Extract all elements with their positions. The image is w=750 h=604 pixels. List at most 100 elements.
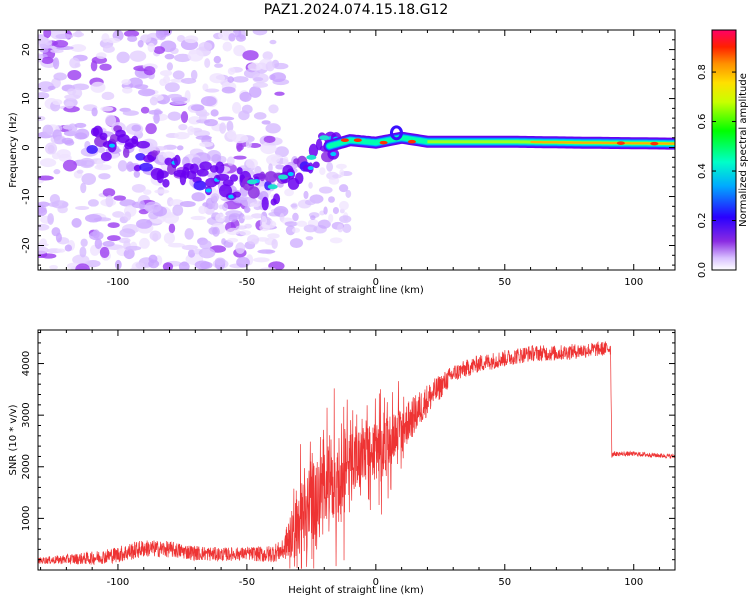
spectrogram-noise-blob — [211, 153, 222, 164]
snr-y-ticks: 1000 2000 3000 4000 — [21, 332, 675, 561]
spectrogram-noise-blob — [247, 234, 260, 245]
x-tick-label: -50 — [239, 577, 255, 588]
spectrogram-noise-blob — [156, 30, 173, 37]
spectrogram-noise-blob — [180, 111, 189, 123]
spectrogram-noise-blob — [215, 213, 226, 223]
spectrogram-noise-blob — [326, 162, 334, 172]
spectrogram-ridge-highlight — [330, 152, 337, 157]
spectrogram-noise-blob — [267, 233, 280, 239]
spectrogram-noise-blob — [38, 36, 49, 45]
spectrogram-ridge-blob — [139, 162, 153, 172]
spectrogram-noise-blob — [284, 221, 298, 227]
colorbar-gradient — [712, 30, 736, 270]
spectrogram-noise-blob — [328, 213, 334, 223]
spectrogram-noise-blob — [239, 91, 252, 103]
y-tick-label: -10 — [21, 188, 32, 204]
spectrogram-noise-blob — [38, 115, 46, 122]
spectrogram-noise-blob — [80, 238, 88, 247]
spectrogram-noise-blob — [190, 215, 206, 221]
spectrogram-noise-blob — [136, 218, 153, 229]
spectrogram-noise-blob — [176, 145, 184, 151]
spectrogram-noise-blob — [96, 158, 104, 169]
spectrogram-noise-blob — [39, 47, 49, 53]
spectrogram-noise-blob — [242, 50, 259, 61]
spectrogram-noise-blob — [328, 176, 340, 185]
spectrogram-noise-blob — [76, 169, 84, 174]
spectrogram-noise-blob — [184, 228, 194, 240]
spectrogram-noise-blob — [256, 237, 270, 242]
spectrogram-noise-blob — [75, 205, 90, 210]
spectrogram-noise-blob — [228, 33, 236, 42]
spectrogram-noise-blob — [72, 254, 90, 265]
spectrogram-noise-blob — [38, 223, 50, 231]
spectrogram-noise-blob — [222, 202, 229, 212]
spectrogram-noise-blob — [253, 200, 263, 205]
spectrogram-noise-blob — [335, 163, 347, 170]
spectrogram-noise-blob — [233, 155, 247, 160]
spectrogram-ridge-highlight — [247, 179, 258, 185]
spectrogram-ridge-blob — [215, 161, 225, 174]
spectrogram-noise-blob — [69, 57, 80, 69]
spectrogram-noise-blob — [148, 259, 160, 269]
spectrogram-noise-blob — [199, 141, 214, 148]
spectrogram-noise-blob — [147, 42, 156, 53]
spectrogram-y-label: Frequency (Hz) — [8, 112, 19, 188]
y-tick-label: -20 — [21, 237, 32, 253]
spectrogram-noise-blob — [121, 79, 132, 86]
spectrogram-ridge-blob — [136, 140, 150, 149]
spectrogram-noise-blob — [38, 175, 54, 181]
spectrogram-noise-blob — [52, 40, 69, 48]
spectrogram-ridge-blob — [236, 167, 243, 175]
spectrogram-ridge-blob — [86, 144, 98, 154]
spectrogram-noise-blob — [233, 45, 246, 57]
spectrogram-noise-blob — [170, 100, 185, 105]
spectrogram-ridge-blob — [199, 161, 212, 171]
spectrogram-frame — [37, 29, 676, 271]
spectrogram-noise-blob — [153, 46, 166, 54]
spectrogram-noise-blob — [119, 228, 136, 238]
spectrogram-noise-blob — [198, 247, 216, 259]
colorbar-tick-label: 0.6 — [697, 114, 708, 130]
spectrogram-noise-blob — [123, 248, 135, 260]
spectrogram-noise-blob — [253, 77, 264, 82]
spectrogram-noise-blob — [303, 224, 318, 233]
spectrogram-ridge-blob — [222, 179, 234, 187]
spectrogram-noise-blob — [99, 63, 112, 71]
spectrogram-noise-blob — [140, 106, 150, 114]
spectrogram-noise-blob — [292, 227, 301, 233]
spectrogram-noise-blob — [188, 49, 198, 55]
spectrogram-noise-blob — [137, 88, 156, 97]
spectrogram-noise-blob — [241, 104, 253, 114]
spectrogram-noise-blob — [227, 237, 239, 243]
spectrogram-peak — [650, 141, 659, 146]
spectrogram-noise-blob — [270, 155, 281, 163]
spectrogram-noise-blob — [137, 39, 144, 48]
spectrogram-noise-blob — [55, 33, 74, 40]
spectrogram-noise-blob — [345, 189, 352, 198]
spectrogram-ridge-blob — [308, 143, 319, 158]
spectrogram-noise-blob — [310, 215, 316, 221]
spectrogram-noise-blob — [107, 222, 120, 229]
spectrogram-noise-blob — [217, 116, 235, 121]
y-tick-label: 1000 — [21, 506, 32, 531]
spectrogram-noise-blob — [145, 123, 157, 135]
spectrogram-noise-blob — [198, 205, 207, 215]
spectrogram-y-ticks: -20 -10 0 10 20 — [21, 29, 675, 266]
spectrogram-noise-blob — [51, 152, 61, 160]
spectrogram-noise-blob — [318, 186, 333, 194]
spectrogram-noise-blob — [143, 66, 156, 76]
spectrogram-noise-blob — [52, 99, 63, 106]
spectrogram-noise-blob — [259, 224, 271, 232]
spectrogram-ridge-blob — [264, 171, 278, 183]
y-tick-label: 20 — [21, 43, 32, 56]
spectrogram-noise-blob — [105, 195, 114, 208]
spectrogram-noise-blob — [191, 192, 206, 202]
spectrogram-noise-blob — [112, 211, 125, 218]
y-tick-label: 0 — [21, 144, 32, 150]
spectrogram-noise-blob — [113, 195, 126, 201]
spectrogram-noise-blob — [214, 63, 224, 68]
spectrogram-peak — [379, 140, 388, 145]
x-tick-label: 50 — [498, 577, 511, 588]
spectrogram-ridge-highlight — [267, 184, 278, 190]
spectrogram-noise-blob — [153, 113, 160, 124]
